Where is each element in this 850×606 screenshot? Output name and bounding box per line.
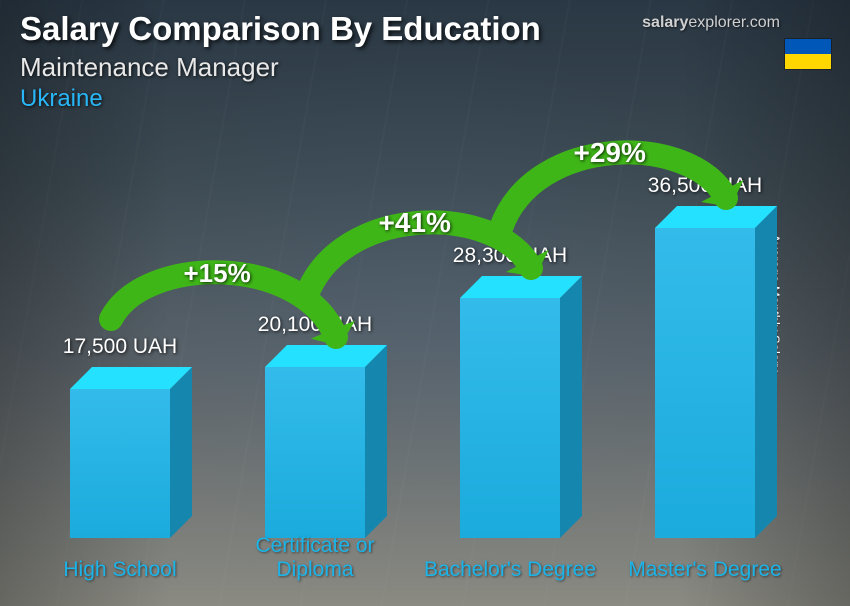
bar-front (655, 228, 755, 538)
increase-arc: +29% (471, 113, 766, 258)
chart-title: Salary Comparison By Education (20, 10, 830, 48)
chart-subtitle: Maintenance Manager (20, 52, 830, 83)
bar-side (365, 345, 387, 538)
bar (460, 298, 560, 538)
bar-label: Bachelor's Degree (420, 558, 600, 582)
bar (655, 228, 755, 538)
increase-label: +29% (574, 137, 646, 169)
chart-country: Ukraine (20, 85, 830, 113)
bar-label: High School (30, 558, 210, 582)
bar (265, 367, 365, 538)
bar-side (170, 367, 192, 538)
bar-label: Certificate or Diploma (225, 534, 405, 582)
bar-front (265, 367, 365, 538)
arc-svg (471, 113, 766, 258)
bar-front (460, 298, 560, 538)
bar (70, 389, 170, 538)
increase-label: +15% (184, 258, 251, 289)
header: Salary Comparison By Education Maintenan… (20, 10, 830, 113)
increase-label: +41% (379, 207, 451, 239)
chart-area: 17,500 UAHHigh School20,100 UAHCertifica… (40, 140, 810, 586)
bar-front (70, 389, 170, 538)
bar-label: Master's Degree (615, 558, 795, 582)
